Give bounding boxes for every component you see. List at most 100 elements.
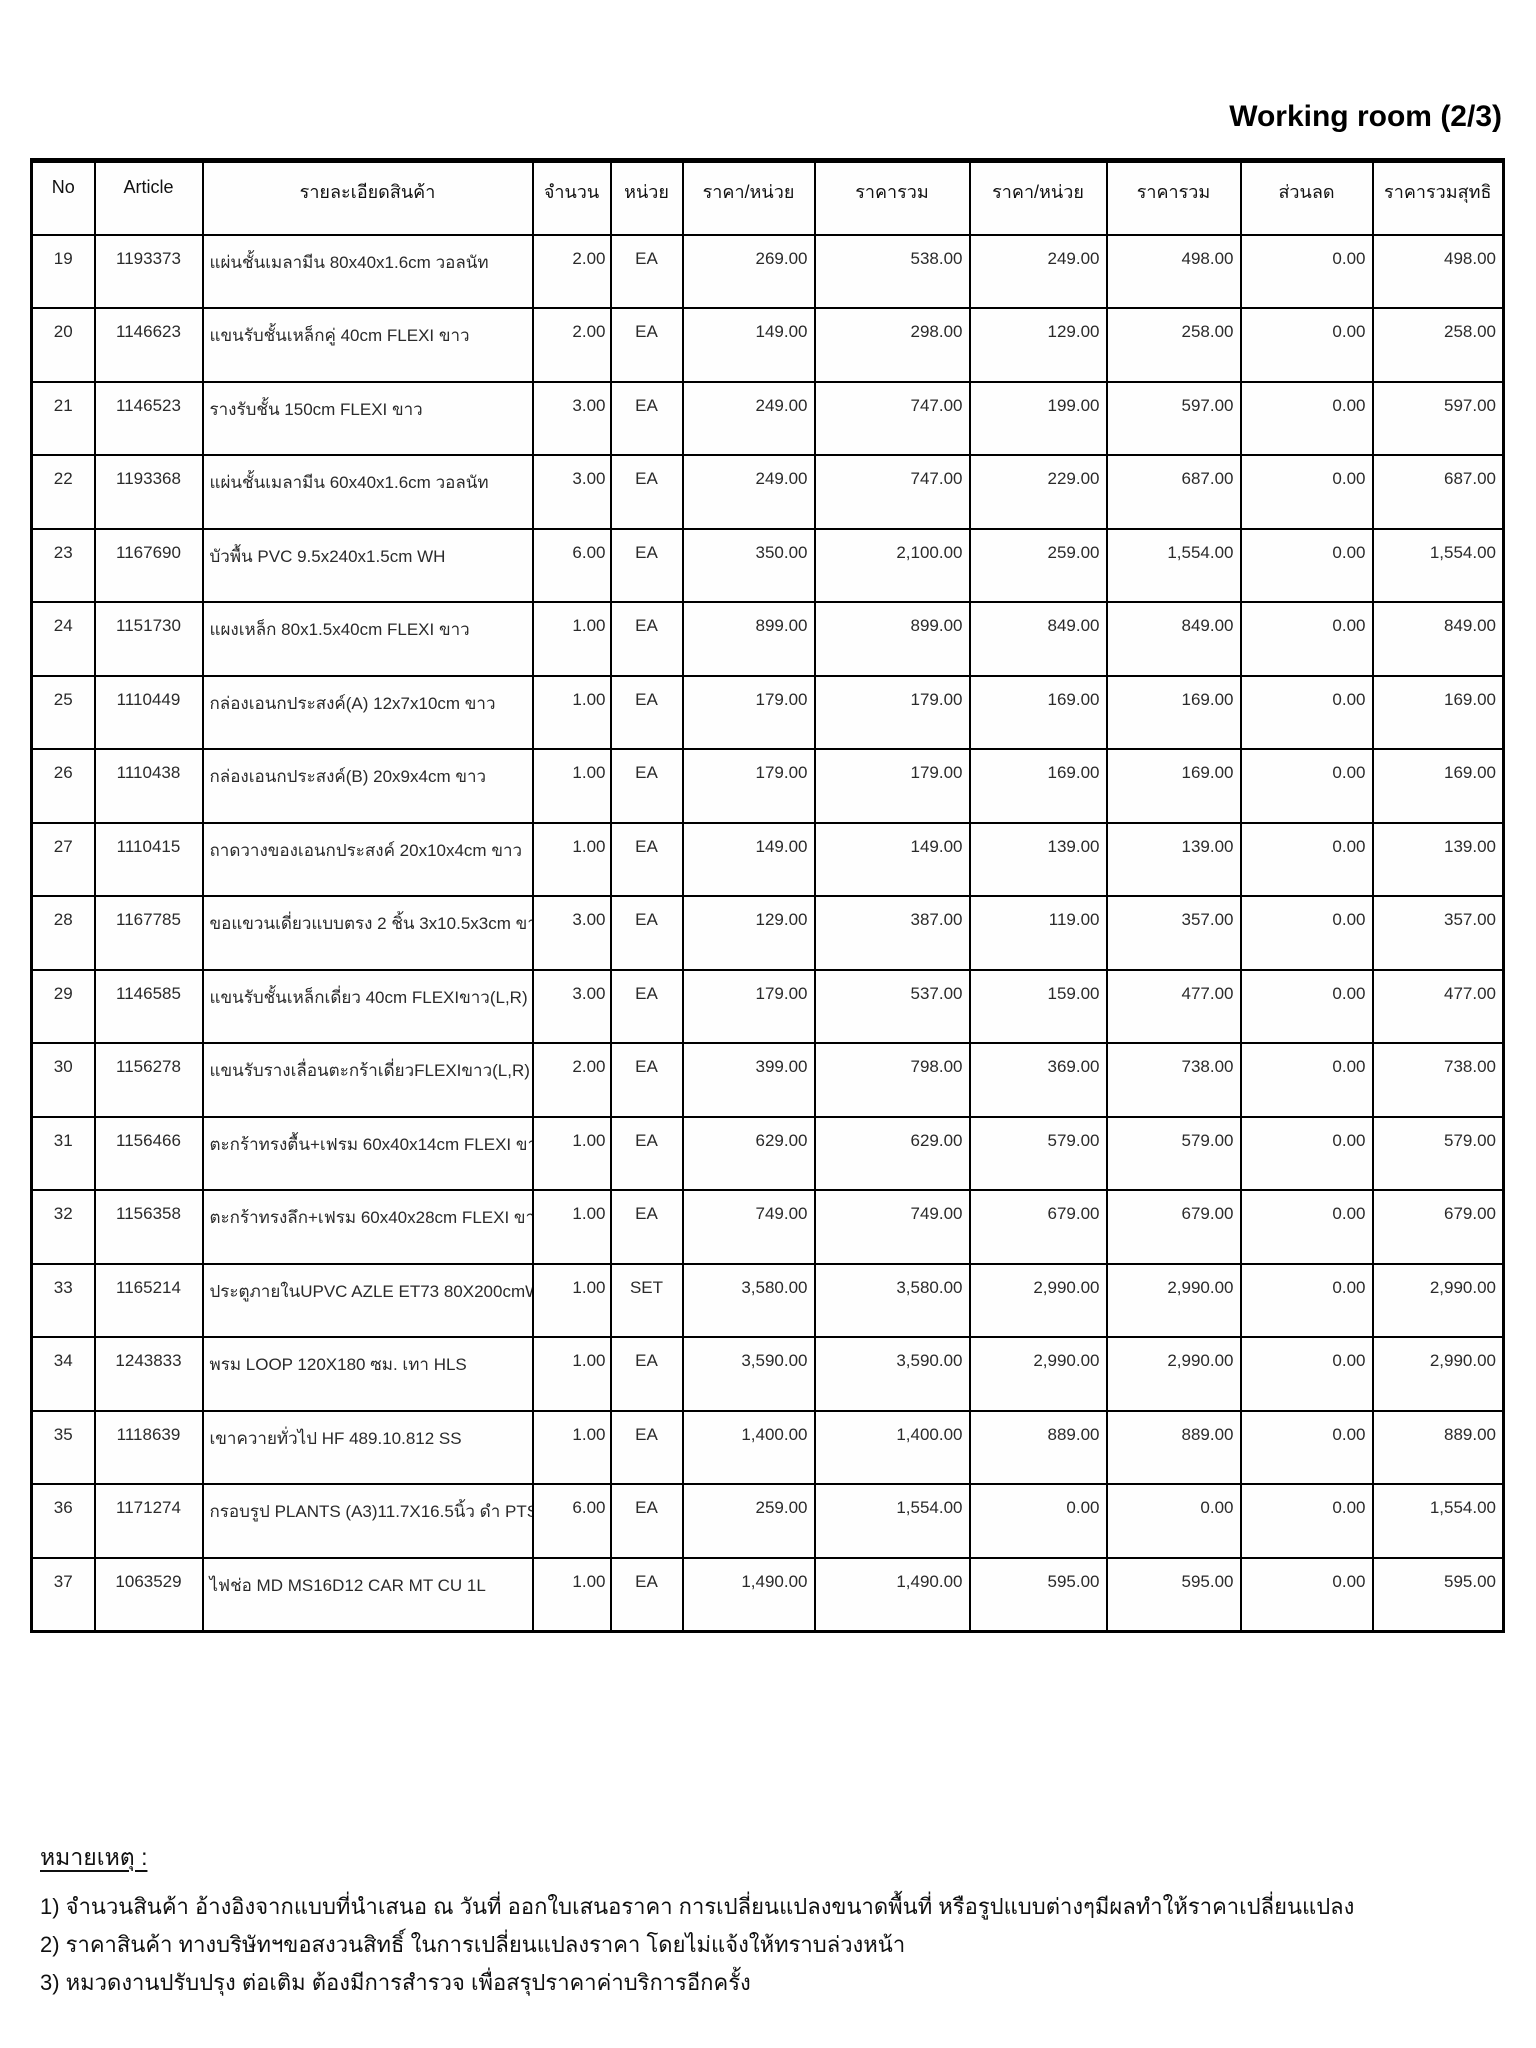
- cell-total-standard: 3,590.00: [813, 1336, 971, 1412]
- cell-article: 1146523: [93, 380, 204, 456]
- cell-total-standard: 747.00: [813, 380, 971, 456]
- cell-article: 1110438: [93, 748, 204, 824]
- cell-quantity: 3.00: [531, 895, 612, 971]
- cell-no: 33: [30, 1262, 96, 1338]
- cell-no: 19: [30, 233, 96, 309]
- page-title-text: Working room: [1229, 100, 1432, 133]
- cell-total-promo: 687.00: [1105, 454, 1242, 530]
- cell-no: 26: [30, 748, 96, 824]
- cell-description: ประตูภายในUPVC AZLE ET73 80X200cmWH: [201, 1262, 534, 1338]
- table-row: 25 1110449 กล่องเอนกประสงค์(A) 12x7x10cm…: [30, 674, 1505, 750]
- cell-total-standard: 537.00: [813, 968, 971, 1044]
- cell-unit: EA: [609, 1042, 684, 1118]
- cell-no: 23: [30, 527, 96, 603]
- cell-total-promo: 738.00: [1105, 1042, 1242, 1118]
- cell-unit-price-promo: 595.00: [968, 1556, 1108, 1632]
- cell-net-total: 2,990.00: [1371, 1336, 1505, 1412]
- cell-unit: EA: [609, 748, 684, 824]
- cell-total-promo: 2,990.00: [1105, 1336, 1242, 1412]
- cell-total-promo: 849.00: [1105, 601, 1242, 677]
- table-row: 35 1118639 เขาควายทั่วไป HF 489.10.812 S…: [30, 1409, 1505, 1485]
- cell-unit-price-standard: 249.00: [681, 380, 816, 456]
- cell-total-promo: 0.00: [1105, 1483, 1242, 1559]
- cell-article: 1156358: [93, 1189, 204, 1265]
- cell-quantity: 1.00: [531, 1409, 612, 1485]
- cell-article: 1156278: [93, 1042, 204, 1118]
- cell-quantity: 2.00: [531, 1042, 612, 1118]
- cell-article: 1146585: [93, 968, 204, 1044]
- cell-unit: EA: [609, 821, 684, 897]
- table-row: 36 1171274 กรอบรูป PLANTS (A3)11.7X16.5น…: [30, 1483, 1505, 1559]
- cell-total-standard: 179.00: [813, 674, 971, 750]
- column-header-no: No: [30, 159, 96, 236]
- cell-discount: 0.00: [1239, 454, 1374, 530]
- cell-quantity: 3.00: [531, 968, 612, 1044]
- cell-net-total: 357.00: [1371, 895, 1505, 971]
- cell-net-total: 477.00: [1371, 968, 1505, 1044]
- cell-discount: 0.00: [1239, 307, 1374, 383]
- cell-unit-price-standard: 1,490.00: [681, 1556, 816, 1632]
- cell-article: 1167785: [93, 895, 204, 971]
- table-row: 31 1156466 ตะกร้าทรงตื้น+เฟรม 60x40x14cm…: [30, 1115, 1505, 1191]
- cell-net-total: 687.00: [1371, 454, 1505, 530]
- cell-discount: 0.00: [1239, 821, 1374, 897]
- cell-total-promo: 169.00: [1105, 674, 1242, 750]
- cell-quantity: 6.00: [531, 1483, 612, 1559]
- cell-unit: EA: [609, 1409, 684, 1485]
- cell-article: 1118639: [93, 1409, 204, 1485]
- cell-discount: 0.00: [1239, 1483, 1374, 1559]
- cell-total-standard: 749.00: [813, 1189, 971, 1265]
- cell-total-promo: 579.00: [1105, 1115, 1242, 1191]
- cell-total-standard: 1,554.00: [813, 1483, 971, 1559]
- cell-article: 1151730: [93, 601, 204, 677]
- cell-quantity: 1.00: [531, 1336, 612, 1412]
- cell-description: แผ่นชั้นเมลามีน 80x40x1.6cm วอลนัท: [201, 233, 534, 309]
- cell-no: 30: [30, 1042, 96, 1118]
- column-header-unit: หน่วย: [609, 159, 684, 236]
- note-line-3: 3) หมวดงานปรับปรุง ต่อเติม ต้องมีการสำรว…: [40, 1970, 751, 1995]
- cell-total-promo: 679.00: [1105, 1189, 1242, 1265]
- cell-total-promo: 169.00: [1105, 748, 1242, 824]
- cell-total-promo: 357.00: [1105, 895, 1242, 971]
- cell-description: กล่องเอนกประสงค์(A) 12x7x10cm ขาว: [201, 674, 534, 750]
- cell-description: ไฟช่อ MD MS16D12 CAR MT CU 1L: [201, 1556, 534, 1632]
- cell-no: 37: [30, 1556, 96, 1632]
- cell-no: 25: [30, 674, 96, 750]
- cell-unit-price-promo: 159.00: [968, 968, 1108, 1044]
- table-header: No Article รายละเอียดสินค้า จำนวน หน่วย …: [30, 159, 1505, 236]
- cell-total-standard: 629.00: [813, 1115, 971, 1191]
- cell-description: แผ่นชั้นเมลามีน 60x40x1.6cm วอลนัท: [201, 454, 534, 530]
- cell-no: 27: [30, 821, 96, 897]
- cell-quantity: 1.00: [531, 1556, 612, 1632]
- cell-unit-price-promo: 849.00: [968, 601, 1108, 677]
- cell-unit-price-promo: 169.00: [968, 748, 1108, 824]
- table-row: 27 1110415 ถาดวางของเอนกประสงค์ 20x10x4c…: [30, 821, 1505, 897]
- cell-unit-price-standard: 179.00: [681, 674, 816, 750]
- cell-no: 35: [30, 1409, 96, 1485]
- cell-unit: EA: [609, 1115, 684, 1191]
- cell-unit-price-standard: 3,590.00: [681, 1336, 816, 1412]
- cell-unit-price-standard: 259.00: [681, 1483, 816, 1559]
- column-header-total-standard: ราคารวม: [813, 159, 971, 236]
- cell-article: 1243833: [93, 1336, 204, 1412]
- cell-unit-price-promo: 679.00: [968, 1189, 1108, 1265]
- cell-net-total: 1,554.00: [1371, 527, 1505, 603]
- cell-no: 22: [30, 454, 96, 530]
- cell-unit: EA: [609, 1483, 684, 1559]
- cell-unit-price-promo: 369.00: [968, 1042, 1108, 1118]
- cell-quantity: 6.00: [531, 527, 612, 603]
- table-row: 28 1167785 ขอแขวนเดี่ยวแบบตรง 2 ชิ้น 3x1…: [30, 895, 1505, 971]
- cell-unit-price-promo: 2,990.00: [968, 1262, 1108, 1338]
- cell-no: 31: [30, 1115, 96, 1191]
- cell-no: 34: [30, 1336, 96, 1412]
- cell-total-standard: 387.00: [813, 895, 971, 971]
- cell-total-standard: 538.00: [813, 233, 971, 309]
- cell-unit: EA: [609, 454, 684, 530]
- cell-net-total: 498.00: [1371, 233, 1505, 309]
- cell-article: 1193373: [93, 233, 204, 309]
- table-row: 32 1156358 ตะกร้าทรงลึก+เฟรม 60x40x28cm …: [30, 1189, 1505, 1265]
- cell-description: แผงเหล็ก 80x1.5x40cm FLEXI ขาว: [201, 601, 534, 677]
- cell-description: แขนรับชั้นเหล็กคู่ 40cm FLEXI ขาว: [201, 307, 534, 383]
- cell-description: เขาควายทั่วไป HF 489.10.812 SS: [201, 1409, 534, 1485]
- cell-description: พรม LOOP 120X180 ซม. เทา HLS: [201, 1336, 534, 1412]
